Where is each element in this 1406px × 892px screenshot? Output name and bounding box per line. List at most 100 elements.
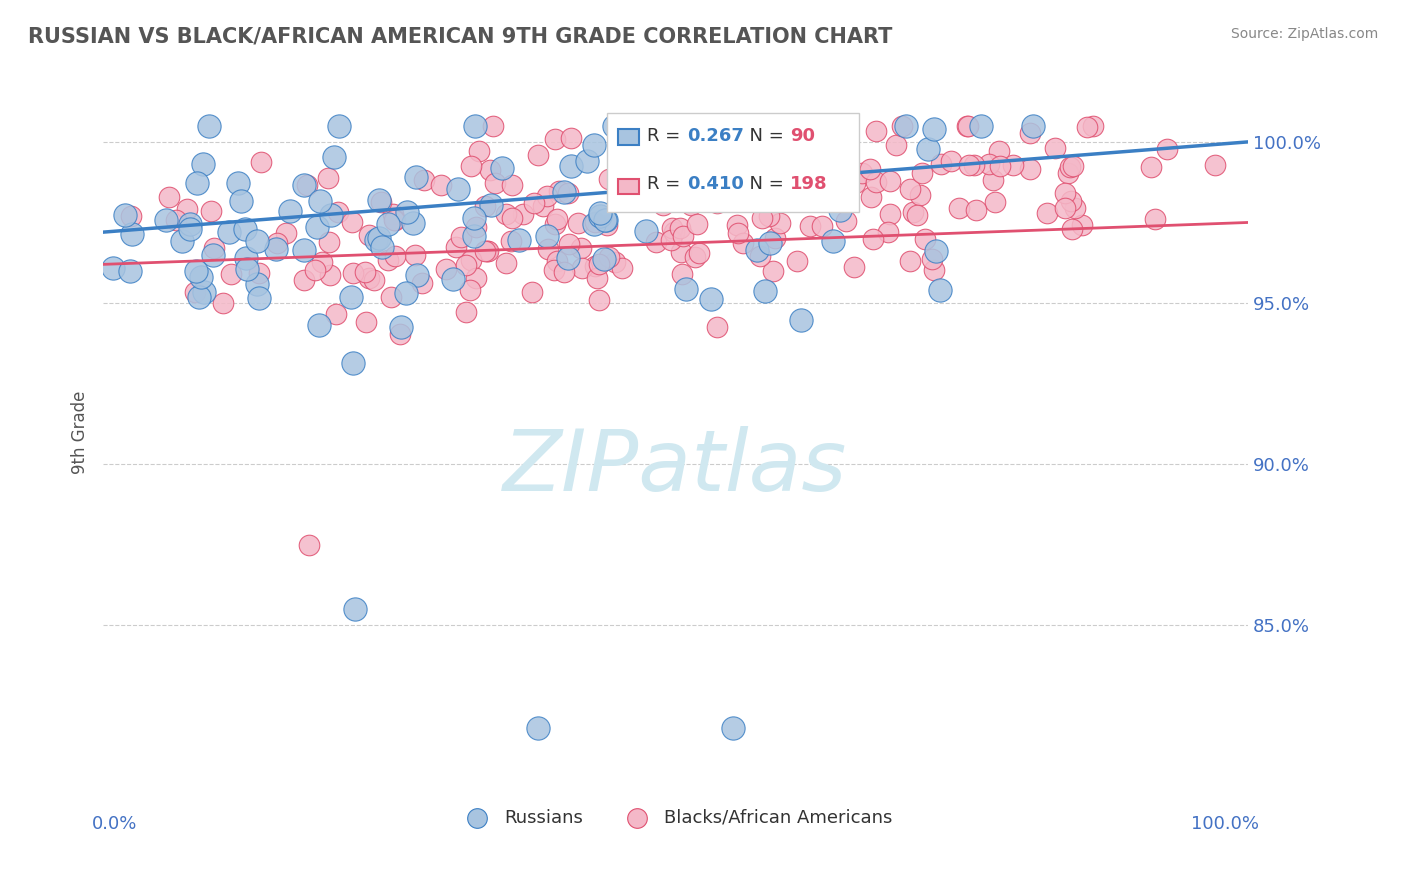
Point [844,176,866,190]
Point [531,199,554,213]
Point [557,186,579,201]
Point [1070,218,1092,232]
Point [212,296,235,310]
Point [354,315,377,329]
Text: N =: N = [738,127,790,145]
Point [891,119,914,133]
Point [278,203,301,218]
Point [292,178,315,193]
Point [274,226,297,240]
Point [634,224,657,238]
Point [411,276,433,290]
Point [865,124,887,138]
Point [394,286,416,301]
Point [1156,142,1178,156]
Point [474,244,496,259]
Point [170,235,193,249]
Point [179,217,201,231]
Point [588,257,610,271]
Point [536,242,558,256]
Point [342,356,364,370]
Point [184,263,207,277]
Point [908,188,931,202]
Point [465,271,488,285]
Point [664,170,686,185]
Point [711,178,734,192]
Point [441,272,464,286]
Point [544,132,567,146]
Point [681,198,703,212]
Point [1043,141,1066,155]
Point [731,236,754,251]
Point [592,252,614,266]
Point [894,119,917,133]
Point [651,198,673,212]
Point [118,264,141,278]
Point [588,293,610,307]
Point [474,199,496,213]
Point [193,157,215,171]
Point [924,262,946,277]
Point [965,202,987,217]
Point [619,190,641,204]
Point [233,222,256,236]
Point [249,154,271,169]
Point [396,205,419,219]
Point [295,178,318,192]
Point [186,176,208,190]
Point [179,222,201,236]
Point [340,215,363,229]
Point [298,538,321,552]
Point [460,159,482,173]
Point [553,185,575,199]
Point [718,176,741,190]
Point [404,248,426,262]
Point [567,215,589,229]
Point [865,175,887,189]
Point [197,119,219,133]
Point [817,160,839,174]
Point [363,272,385,286]
Point [675,282,697,296]
Point [557,251,579,265]
Point [725,219,748,233]
Point [834,190,856,204]
Point [388,326,411,341]
Point [813,182,835,196]
FancyBboxPatch shape [607,113,859,212]
Point [740,169,762,184]
Point [114,208,136,222]
Point [368,231,391,245]
Point [828,202,851,217]
Point [799,219,821,233]
Point [311,255,333,269]
Point [575,154,598,169]
Point [1204,158,1226,172]
Point [479,198,502,212]
Point [598,172,620,186]
Point [759,235,782,250]
Point [628,185,651,199]
Point [495,207,517,221]
Point [860,190,883,204]
Point [810,166,832,180]
Point [165,212,187,227]
Point [956,119,979,133]
Point [721,168,744,182]
Point [1139,160,1161,174]
Point [226,176,249,190]
Point [309,194,332,209]
Point [762,264,785,278]
Point [786,253,808,268]
Point [464,119,486,133]
Point [582,138,605,153]
Point [190,269,212,284]
Point [688,187,710,202]
Point [910,166,932,180]
Point [340,290,363,304]
Point [121,227,143,242]
Point [823,234,845,248]
Point [1063,202,1085,216]
Point [413,173,436,187]
Point [682,164,704,178]
